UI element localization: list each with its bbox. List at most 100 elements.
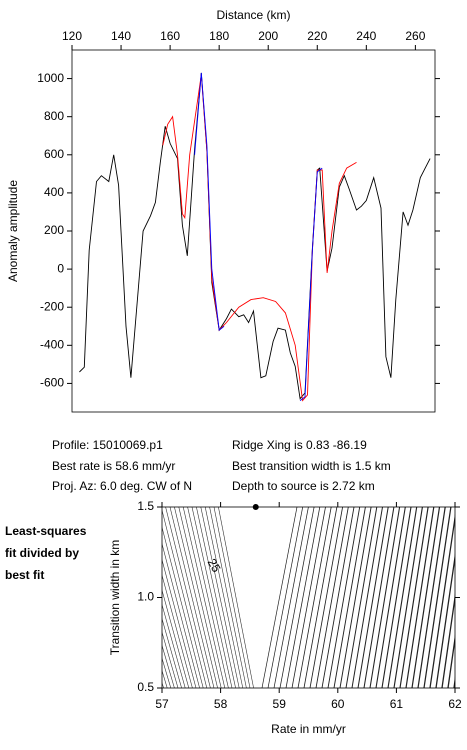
side-note: Least-squares — [5, 524, 87, 538]
x-tick-label: 160 — [160, 29, 180, 43]
contour-line — [285, 507, 321, 688]
info-text: Depth to source is 2.72 km — [232, 479, 375, 493]
x-tick-label: 62 — [448, 697, 462, 711]
y-tick-label: -400 — [40, 337, 64, 351]
contour-line — [162, 558, 197, 688]
contour-line — [162, 603, 186, 688]
x-tick-label: 260 — [405, 29, 425, 43]
contour-line — [429, 513, 455, 688]
contour-line — [196, 507, 236, 688]
info-text: Proj. Az: 6.0 deg. CW of N — [52, 479, 192, 493]
contour-line — [279, 507, 315, 688]
contour-line — [218, 507, 254, 688]
x-tick-label: 60 — [331, 697, 345, 711]
contour-line — [345, 507, 378, 688]
contour-line — [369, 507, 401, 688]
contour-line — [209, 507, 247, 688]
contour-line — [191, 507, 233, 688]
contour-line — [393, 507, 423, 688]
contour-line — [267, 507, 304, 688]
contour-line — [375, 507, 406, 688]
x-axis-title: Rate in mm/yr — [271, 722, 346, 736]
contour-line — [405, 507, 435, 688]
x-axis-title: Distance (km) — [216, 8, 290, 22]
contour-line — [441, 592, 455, 688]
y-tick-label: 0.5 — [137, 680, 154, 694]
info-text: Ridge Xing is 0.83 -86.19 — [232, 438, 367, 452]
contour-line — [303, 507, 338, 688]
best-fit-point — [252, 504, 259, 510]
contour-line — [321, 507, 355, 688]
contour-line — [333, 507, 366, 688]
y-tick-label: 400 — [44, 185, 64, 199]
contour-line — [387, 507, 418, 688]
x-tick-label: 61 — [390, 697, 404, 711]
x-tick-label: 220 — [307, 29, 327, 43]
y-tick-label: 1000 — [37, 71, 64, 85]
x-tick-label: 140 — [111, 29, 131, 43]
contour-line — [291, 507, 326, 688]
contour-line — [162, 574, 193, 688]
y-tick-label: -200 — [40, 299, 64, 313]
y-tick-label: 600 — [44, 147, 64, 161]
contour-line — [447, 634, 455, 688]
contour-line — [162, 526, 204, 688]
contour-line — [162, 542, 200, 688]
contour-line — [357, 507, 389, 688]
x-tick-label: 59 — [273, 697, 287, 711]
y-tick-label: -600 — [40, 376, 64, 390]
contour-line — [187, 507, 229, 688]
contour-line — [327, 507, 361, 688]
y-tick-label: 0 — [57, 261, 64, 275]
info-text: Best transition width is 1.5 km — [232, 459, 391, 473]
data-line — [79, 72, 431, 400]
contour-line — [339, 507, 372, 688]
contour-line — [169, 507, 215, 688]
contour-line — [417, 507, 446, 688]
contour-line — [162, 508, 208, 688]
contour-line — [200, 507, 240, 688]
contour-line — [261, 507, 298, 688]
y-tick-label: 1.0 — [137, 590, 154, 604]
contour-line — [182, 507, 226, 688]
contour-line — [297, 507, 332, 688]
side-note: best fit — [5, 568, 44, 582]
y-tick-label: 1.5 — [137, 499, 154, 513]
contour-line — [165, 507, 211, 688]
contour-label: 25 — [205, 556, 224, 575]
contour-line — [178, 507, 222, 688]
contour-line — [162, 644, 175, 688]
contour-line — [363, 507, 395, 688]
info-text: Profile: 15010069.p1 — [52, 438, 163, 452]
x-tick-label: 57 — [155, 697, 169, 711]
contour-line — [460, 507, 467, 688]
y-axis-title: Transition width in km — [108, 540, 122, 656]
contour-line — [351, 507, 383, 688]
contour-line — [273, 507, 309, 688]
contour-line — [162, 631, 179, 688]
y-axis-title: Anomaly amplitude — [6, 180, 20, 282]
data-line — [194, 72, 323, 401]
contour-lines — [162, 507, 467, 688]
info-text: Best rate is 58.6 mm/yr — [52, 459, 175, 473]
data-line — [162, 74, 357, 402]
side-note: fit divided by — [5, 546, 79, 560]
contour-line — [315, 507, 349, 688]
contour-line — [435, 552, 455, 688]
contour-line — [162, 589, 190, 688]
contour-line — [309, 507, 344, 688]
contour-line — [411, 507, 441, 688]
contour-line — [162, 617, 182, 688]
x-tick-label: 58 — [214, 697, 228, 711]
y-tick-label: 800 — [44, 109, 64, 123]
x-tick-label: 200 — [258, 29, 278, 43]
contour-line — [204, 507, 244, 688]
x-tick-label: 240 — [356, 29, 376, 43]
contour-line — [381, 507, 412, 688]
y-tick-label: 200 — [44, 223, 64, 237]
plot-frame — [71, 49, 436, 413]
contour-line — [423, 507, 452, 688]
contour-line — [399, 507, 429, 688]
